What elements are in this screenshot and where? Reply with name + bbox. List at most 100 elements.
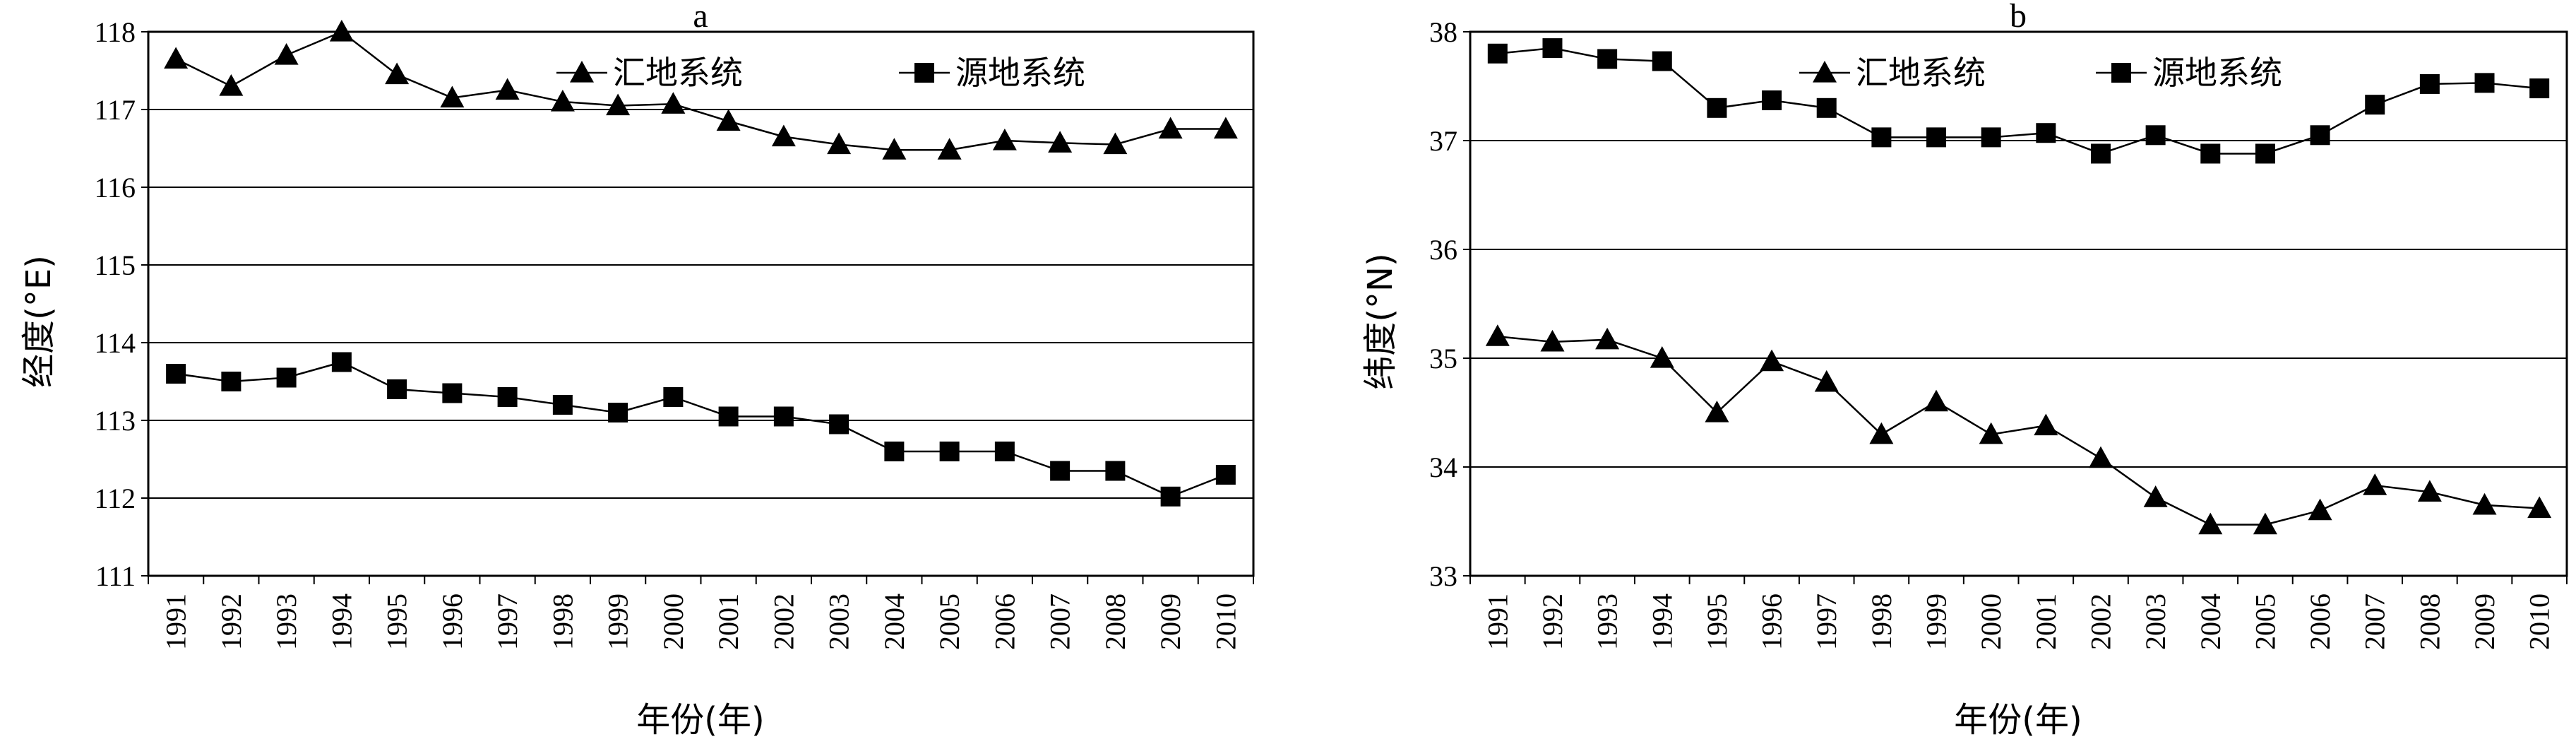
- data-point: [276, 367, 297, 388]
- y-tick-label: 34: [1429, 451, 1457, 483]
- data-point: [1650, 346, 1674, 368]
- x-tick-label: 2010: [2524, 593, 2556, 650]
- y-tick-label: 115: [94, 249, 136, 281]
- data-point: [387, 379, 407, 399]
- data-point: [164, 47, 189, 69]
- x-axis-label: 年份(年): [636, 700, 764, 739]
- x-tick-label: 1997: [491, 593, 523, 650]
- legend: 汇地系统 源地系统: [1799, 54, 2282, 92]
- x-tick-label: 1992: [215, 593, 247, 650]
- data-point: [166, 364, 186, 384]
- data-point: [994, 442, 1015, 461]
- y-tick-label: 37: [1429, 125, 1457, 157]
- x-tick-label: 2002: [768, 593, 799, 650]
- legend-label: 汇地系统: [1856, 54, 1986, 92]
- data-point: [331, 352, 352, 372]
- x-tick-label: 2009: [1155, 593, 1186, 650]
- x-tick-label: 2004: [878, 593, 910, 650]
- x-tick-label: 2007: [1044, 593, 1076, 650]
- data-point: [497, 387, 518, 407]
- data-point: [1760, 349, 1784, 372]
- x-tick-label: 1994: [1646, 593, 1678, 650]
- x-tick-label: 2001: [2030, 593, 2062, 650]
- data-point: [440, 85, 465, 108]
- data-point: [2310, 125, 2330, 146]
- y-axis-label: 纬度(°N): [1361, 253, 1400, 389]
- data-point: [1597, 49, 1618, 69]
- data-point: [2200, 143, 2221, 164]
- data-point: [2417, 480, 2442, 502]
- chart-panel-b: 33 34 35 36 37 38 1991 1992 1993 1994 1995 1996 1997…: [1361, 0, 2568, 739]
- data-point: [663, 387, 684, 407]
- data-point: [608, 403, 628, 422]
- chart-panel-a: 111 112 113 114 115 116 117 118 1991 1992 1993 1994…: [19, 0, 1255, 739]
- y-tick-label: 117: [94, 94, 136, 126]
- y-tick-label: 116: [94, 172, 136, 203]
- x-tick-label: 1993: [270, 593, 302, 650]
- data-point: [2088, 446, 2113, 468]
- data-point: [1215, 465, 1236, 485]
- data-point: [2034, 413, 2058, 436]
- data-point: [385, 62, 410, 85]
- data-point: [1816, 97, 1837, 118]
- x-tick-label: 2009: [2469, 593, 2500, 650]
- x-tick-label: 2000: [1975, 593, 2007, 650]
- data-point: [1871, 127, 1892, 148]
- data-point: [2308, 498, 2332, 521]
- data-point: [1485, 324, 1510, 346]
- legend-marker: [1813, 61, 1837, 83]
- data-point: [829, 414, 849, 434]
- x-tick-label: 2001: [712, 593, 744, 650]
- data-point: [2529, 78, 2550, 99]
- data-point: [1981, 127, 2001, 148]
- data-point: [2198, 512, 2223, 535]
- series-汇地系统: [164, 20, 1238, 160]
- data-point: [884, 442, 905, 461]
- data-point: [1595, 327, 1620, 350]
- data-point: [771, 124, 796, 147]
- legend-label: 源地系统: [2152, 54, 2282, 92]
- series-源地系统: [1487, 38, 2550, 164]
- data-point: [2253, 512, 2277, 535]
- panel-title: a: [693, 0, 708, 35]
- y-tick-label: 112: [94, 483, 136, 514]
- data-point: [2527, 496, 2552, 519]
- x-tick-label: 1995: [1701, 593, 1733, 650]
- data-point: [1814, 370, 1839, 392]
- y-axis-label: 经度(°E): [19, 255, 59, 388]
- data-point: [1048, 131, 1073, 153]
- x-tick-label: 2008: [1099, 593, 1131, 650]
- x-tick-label: 1994: [326, 593, 357, 650]
- x-tick-label: 2000: [657, 593, 689, 650]
- data-point: [2145, 125, 2166, 146]
- y-tick-label: 118: [94, 16, 136, 48]
- data-point: [1213, 117, 1238, 139]
- legend-marker: [570, 61, 594, 83]
- data-point: [606, 93, 631, 116]
- data-point: [661, 92, 686, 114]
- data-point: [718, 406, 739, 427]
- x-tick-label: 1996: [1756, 593, 1788, 650]
- x-tick-label: 1999: [602, 593, 634, 650]
- data-point: [1103, 132, 1128, 155]
- data-point: [2036, 123, 2056, 143]
- panel-title: b: [2010, 0, 2027, 35]
- data-point: [1979, 422, 2003, 444]
- data-point: [1926, 127, 1947, 148]
- plot-area: [1469, 30, 2568, 577]
- data-point: [1762, 90, 1782, 111]
- x-tick-label: 1991: [1481, 593, 1513, 650]
- x-tick-label: 2006: [989, 593, 1020, 650]
- series-汇地系统: [1485, 324, 2552, 535]
- data-point: [1487, 43, 1508, 64]
- x-axis-label: 年份(年): [1954, 700, 2082, 739]
- data-point: [716, 109, 741, 131]
- x-tick-label: 2005: [934, 593, 965, 650]
- legend-marker: [2111, 63, 2131, 83]
- data-point: [1540, 329, 1565, 352]
- x-tick-label: 1995: [381, 593, 413, 650]
- x-tick-label: 1999: [1921, 593, 1952, 650]
- legend: 汇地系统 源地系统: [556, 54, 1085, 92]
- data-point: [2255, 143, 2275, 164]
